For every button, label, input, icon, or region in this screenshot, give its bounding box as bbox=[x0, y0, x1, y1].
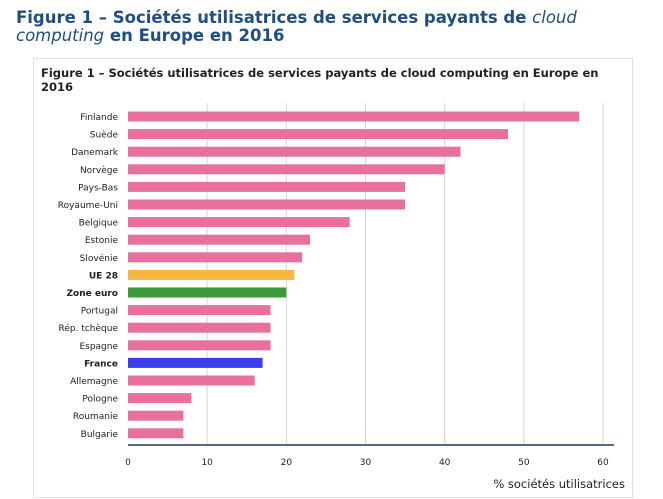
bar-pays-bas bbox=[128, 181, 406, 192]
bar-r-p-tch-que bbox=[128, 322, 271, 333]
bar-allemagne bbox=[128, 375, 255, 386]
bar-danemark bbox=[128, 146, 461, 157]
bar-estonie bbox=[128, 234, 311, 245]
x-tick-label: 40 bbox=[439, 458, 451, 468]
bar-france bbox=[128, 357, 263, 368]
category-label: UE 28 bbox=[89, 271, 118, 281]
bar-bulgarie bbox=[128, 428, 184, 439]
bar-finlande bbox=[128, 111, 580, 122]
bar-portugal bbox=[128, 305, 271, 316]
x-axis-title: % sociétés utilisatrices bbox=[493, 477, 625, 491]
chart-card: Figure 1 – Sociétés utilisatrices de ser… bbox=[33, 58, 633, 498]
category-label: Finlande bbox=[80, 113, 118, 123]
bar-su-de bbox=[128, 129, 508, 140]
page-title-italic: cloud computing bbox=[16, 8, 577, 45]
x-tick-label: 0 bbox=[125, 458, 131, 468]
category-label: Slovénie bbox=[80, 253, 119, 264]
bar-espagne bbox=[128, 340, 271, 351]
bar-zone-euro bbox=[128, 287, 287, 298]
category-label: Espagne bbox=[79, 342, 118, 352]
chart-title: Figure 1 – Sociétés utilisatrices de ser… bbox=[41, 66, 599, 94]
category-label: Pays-Bas bbox=[78, 183, 118, 193]
bar-royaume-uni bbox=[128, 199, 406, 210]
bar-slov-nie bbox=[128, 252, 303, 263]
x-tick-label: 30 bbox=[360, 458, 372, 468]
x-tick-label: 60 bbox=[597, 458, 609, 468]
category-label: France bbox=[84, 359, 118, 369]
bar-norv-ge bbox=[128, 164, 445, 175]
x-tick-label: 10 bbox=[201, 458, 213, 468]
page-title-prefix: Figure 1 – Sociétés utilisatrices de ser… bbox=[16, 8, 533, 27]
x-tick-label: 50 bbox=[518, 458, 530, 468]
bar-belgique bbox=[128, 217, 350, 228]
page-title: Figure 1 – Sociétés utilisatrices de ser… bbox=[16, 9, 661, 45]
category-label: Belgique bbox=[79, 219, 119, 229]
category-label: Royaume-Uni bbox=[58, 201, 118, 211]
bar-roumanie bbox=[128, 410, 184, 421]
category-label: Rép. tchèque bbox=[59, 323, 119, 334]
category-label: Roumanie bbox=[73, 412, 119, 422]
category-label: Danemark bbox=[71, 148, 119, 158]
category-label: Suède bbox=[90, 130, 119, 141]
x-tick-label: 20 bbox=[281, 458, 293, 468]
bar-chart: Finlande Suède Danemark Norvège Pays-Bas Roya… bbox=[58, 103, 625, 491]
bar-ue-28 bbox=[128, 269, 295, 280]
page-title-suffix: en Europe en 2016 bbox=[104, 26, 285, 45]
category-label: Estonie bbox=[85, 236, 119, 246]
category-label: Norvège bbox=[80, 165, 119, 176]
category-label: Bulgarie bbox=[81, 430, 119, 440]
category-label: Zone euro bbox=[67, 289, 119, 299]
bar-pologne bbox=[128, 393, 192, 404]
category-label: Allemagne bbox=[70, 377, 118, 387]
category-label: Portugal bbox=[81, 307, 118, 317]
category-label: Pologne bbox=[82, 395, 118, 405]
